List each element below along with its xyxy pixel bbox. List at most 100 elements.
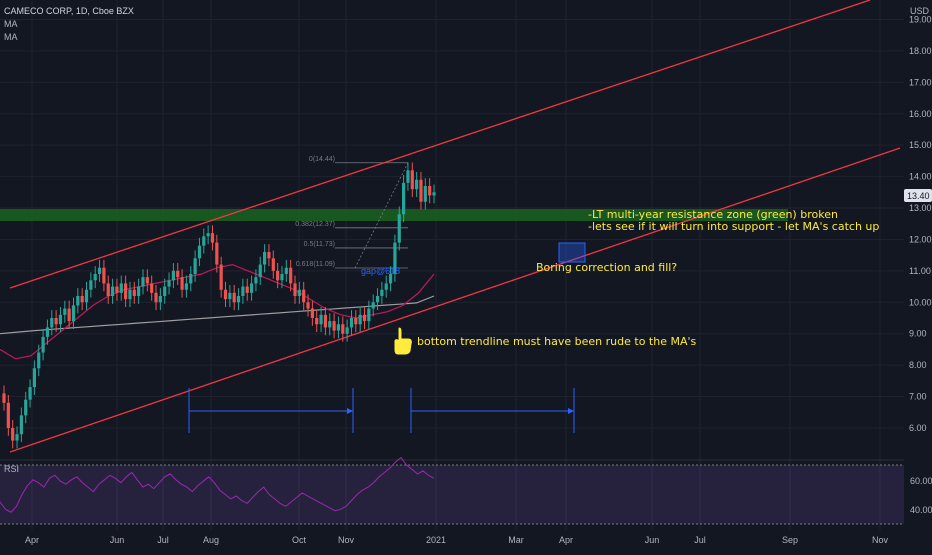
candle (154, 284, 158, 311)
candle (380, 281, 384, 304)
candle (6, 394, 10, 436)
candle (137, 278, 141, 304)
candle-body (423, 186, 427, 202)
candle-body (306, 302, 310, 309)
date-range-1[interactable] (188, 388, 354, 433)
candle (415, 171, 419, 198)
candle (258, 256, 262, 285)
candle (24, 391, 28, 424)
candle-body (232, 292, 236, 303)
candle (245, 278, 249, 301)
candle (349, 310, 354, 336)
resistance-note-line2: -lets see if it will turn into support -… (588, 220, 879, 233)
candle-body (37, 352, 41, 369)
candle-body (28, 387, 32, 400)
candle-body (128, 289, 132, 300)
candle-body (223, 289, 228, 300)
candle (432, 184, 436, 204)
candle-body (124, 283, 128, 300)
candle (2, 385, 6, 411)
candle-body (323, 314, 328, 328)
price-tick-label: 8.00 (909, 360, 927, 370)
boring-correction-box[interactable] (558, 242, 586, 263)
candle-body (258, 264, 262, 278)
boring-correction-note: Boring correction and fill? (536, 261, 677, 274)
candle-body (132, 289, 136, 296)
time-tick-label: Apr (559, 535, 573, 545)
date-range-2[interactable] (410, 388, 575, 433)
fib-level-label: 0.382(12.37) (295, 221, 335, 228)
candle (202, 228, 206, 254)
candle-body (249, 283, 254, 293)
symbol-title[interactable]: CAMECO CORP, 1D, Cboe BZX (4, 6, 134, 16)
candle (410, 162, 414, 198)
candle-body (297, 289, 301, 296)
price-tick-label: 12.00 (909, 234, 932, 244)
candle (54, 310, 58, 333)
candle-body (393, 242, 397, 275)
channel-upper-line[interactable] (9, 0, 871, 289)
time-tick-label: Sep (782, 535, 798, 545)
candle-body (2, 393, 6, 403)
candle-body (11, 427, 15, 441)
candle (219, 256, 223, 298)
indicator-ma-2[interactable]: MA (4, 32, 18, 42)
trendline-note: bottom trendline must have been rude to … (417, 335, 697, 348)
candle-body (24, 399, 28, 416)
price-tick-label: 19.00 (909, 15, 932, 25)
rsi-band (0, 465, 904, 524)
last-price-label: 13.40 (907, 191, 930, 201)
candle (206, 225, 210, 245)
indicator-ma-1[interactable]: MA (4, 19, 18, 29)
candle-body (15, 434, 19, 441)
candle-body (215, 242, 219, 265)
candle (210, 225, 215, 251)
candle-body (150, 283, 154, 293)
time-tick-label: Nov (338, 535, 355, 545)
candle-body (54, 317, 58, 325)
candle-body (210, 233, 215, 243)
candle (119, 275, 123, 301)
time-axis[interactable]: Apr Jun Jul Aug Oct Nov 2021 Mar Apr Jun Jul Sep Nov (25, 535, 889, 545)
price-tick-label: 11.00 (909, 266, 931, 276)
candle (297, 281, 301, 304)
candle (176, 263, 180, 285)
candle-body (202, 236, 206, 246)
price-tick-label: 9.00 (909, 329, 927, 339)
candle-body (406, 170, 410, 183)
channel-lower-line[interactable] (9, 147, 901, 453)
time-tick-label: Nov (872, 535, 889, 545)
price-tick-label: 14.00 (909, 172, 932, 182)
time-tick-label: Mar (508, 535, 524, 545)
candle (428, 178, 432, 204)
candle (67, 300, 71, 329)
candle (267, 244, 271, 267)
candle-body (32, 368, 37, 388)
fib-level-label: 0.5(11.73) (304, 241, 335, 248)
price-axis[interactable]: 19.00 18.00 17.00 16.00 15.00 14.00 13.00 12.00… (909, 15, 932, 433)
candle (232, 284, 236, 311)
candle (197, 237, 202, 267)
candle-body (50, 317, 54, 328)
candle (406, 162, 410, 191)
candle (345, 319, 349, 342)
candle (97, 259, 102, 282)
candle (171, 263, 175, 289)
time-tick-label: Oct (292, 535, 307, 545)
candle (128, 281, 132, 307)
candle-body (171, 270, 175, 281)
candle-body (93, 274, 97, 281)
rsi-tick-40: 40.00 (910, 505, 932, 515)
candle-body (180, 277, 184, 290)
candle-body (289, 267, 293, 284)
rsi-line (0, 456, 435, 513)
time-tick-label: Jun (110, 535, 125, 545)
candle-body (432, 192, 436, 196)
candle-body (176, 270, 180, 278)
candle-body (110, 286, 115, 296)
price-tick-label: 18.00 (909, 46, 932, 56)
candle (41, 328, 45, 361)
last-price-badge: 13.40 (904, 189, 932, 202)
